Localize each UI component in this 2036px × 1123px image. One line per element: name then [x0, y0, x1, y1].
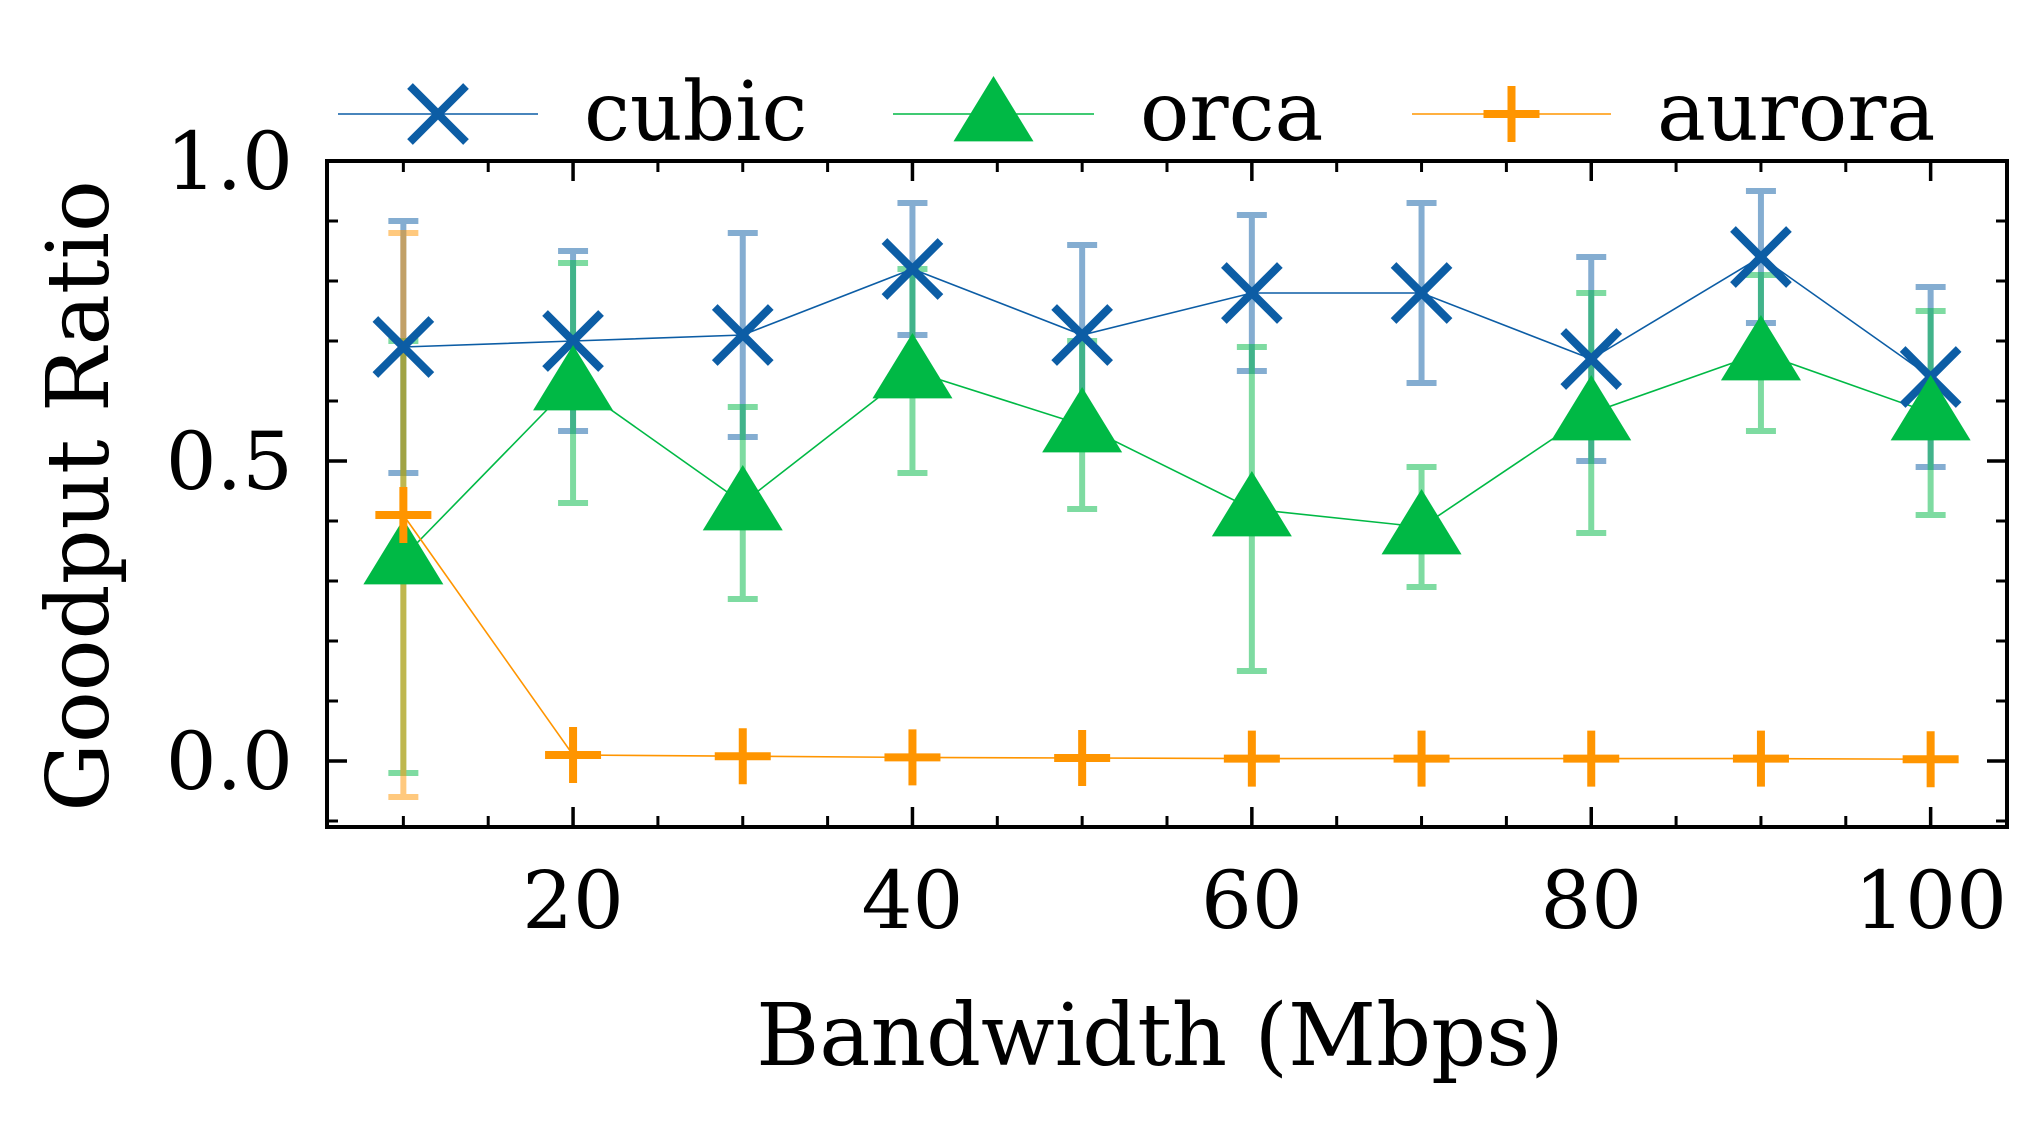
point-orca-70 — [1381, 489, 1462, 555]
point-orca-100 — [1890, 375, 1971, 441]
y-tick-label-0: 0.0 — [166, 715, 293, 808]
x-tick-label-20: 20 — [522, 854, 624, 947]
point-aurora-50 — [1054, 730, 1111, 786]
x-axis-label: Bandwidth (Mbps) — [756, 986, 1564, 1086]
x-tick-label-40: 40 — [862, 854, 964, 947]
point-cubic-40 — [881, 238, 944, 300]
point-aurora-40 — [884, 729, 941, 786]
legend-label-aurora: aurora — [1657, 65, 1935, 160]
axis-labels: Bandwidth (Mbps) Goodput Ratio — [29, 180, 1564, 1086]
legend-marker-aurora — [1483, 86, 1540, 142]
point-orca-10 — [363, 519, 444, 585]
point-orca-20 — [533, 345, 614, 411]
series-line-aurora — [402, 514, 1931, 761]
point-aurora-20 — [545, 727, 602, 783]
legend-marker-cubic — [407, 83, 469, 145]
point-cubic-10 — [372, 316, 435, 378]
point-cubic-30 — [711, 304, 774, 366]
series-lines — [402, 256, 1932, 761]
point-cubic-90 — [1730, 226, 1792, 288]
point-aurora-60 — [1223, 730, 1280, 787]
point-orca-60 — [1211, 471, 1292, 537]
point-cubic-60 — [1221, 262, 1283, 324]
legend-label-orca: orca — [1140, 65, 1323, 160]
y-tick-label-1: 1.0 — [166, 115, 293, 208]
point-orca-40 — [872, 333, 953, 399]
point-orca-50 — [1042, 387, 1123, 453]
point-cubic-20 — [542, 310, 604, 372]
legend: cubic orca aurora — [338, 65, 1935, 160]
x-tick-label-100: 100 — [1854, 854, 2007, 947]
point-aurora-100 — [1902, 731, 1959, 788]
legend-entry-aurora: aurora — [1412, 65, 1935, 160]
x-tick-label-80: 80 — [1540, 854, 1642, 947]
point-orca-90 — [1720, 315, 1801, 381]
y-tick-label-0.5: 0.5 — [166, 415, 293, 508]
point-orca-80 — [1551, 375, 1632, 441]
point-cubic-80 — [1560, 328, 1623, 390]
point-aurora-90 — [1732, 730, 1789, 787]
point-aurora-30 — [714, 728, 771, 785]
legend-entry-orca: orca — [893, 65, 1323, 160]
error-bars — [388, 188, 1946, 800]
y-axis-label: Goodput Ratio — [29, 180, 129, 811]
point-aurora-10 — [375, 487, 432, 543]
legend-label-cubic: cubic — [584, 65, 807, 160]
point-aurora-80 — [1563, 730, 1620, 787]
series-line-orca — [402, 352, 1931, 558]
series-markers — [363, 226, 1971, 788]
point-aurora-70 — [1393, 730, 1450, 787]
point-cubic-70 — [1390, 262, 1453, 324]
ticks: 20 40 60 80 100 0.0 0.5 1.0 — [166, 115, 2007, 947]
legend-marker-orca — [953, 76, 1034, 142]
point-cubic-50 — [1051, 304, 1113, 366]
x-tick-label-60: 60 — [1201, 854, 1303, 947]
point-orca-30 — [702, 465, 783, 531]
legend-entry-cubic: cubic — [338, 65, 807, 160]
series-line-cubic — [403, 256, 1932, 378]
